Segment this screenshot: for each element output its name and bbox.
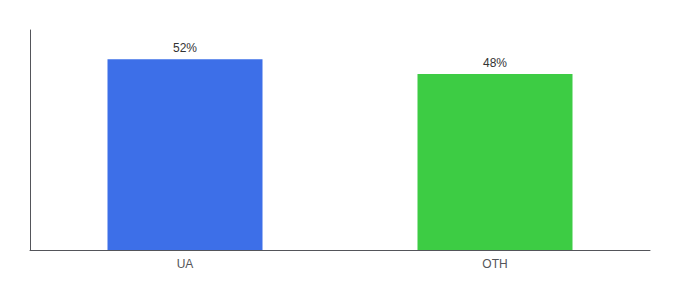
svg-text:UA: UA (177, 257, 194, 271)
svg-text:48%: 48% (483, 56, 507, 70)
svg-text:52%: 52% (173, 41, 197, 55)
svg-text:OTH: OTH (482, 257, 507, 271)
